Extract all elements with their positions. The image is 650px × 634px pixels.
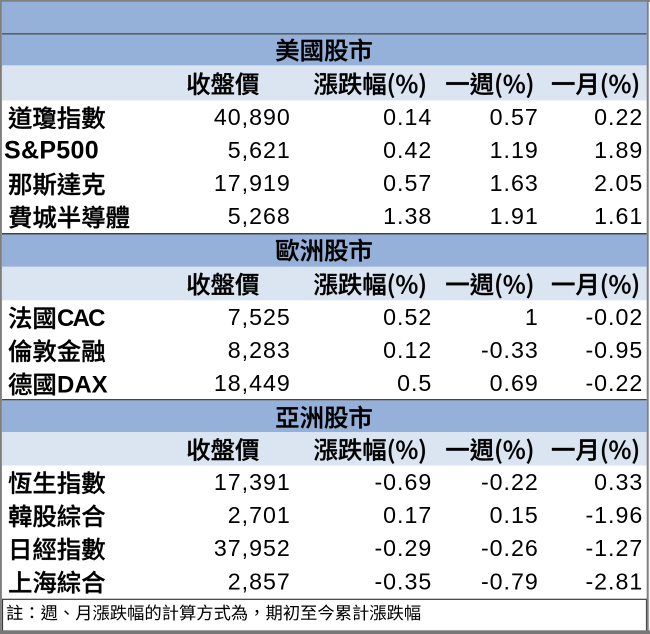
- svg-text:-1.96: -1.96: [585, 502, 643, 528]
- svg-text:5,268: 5,268: [228, 203, 291, 229]
- svg-text:-0.22: -0.22: [481, 469, 539, 495]
- svg-text:18,449: 18,449: [214, 370, 291, 396]
- svg-text:0.15: 0.15: [490, 502, 539, 528]
- svg-text:40,890: 40,890: [214, 104, 291, 130]
- svg-text:2.05: 2.05: [594, 170, 643, 196]
- svg-text:-0.29: -0.29: [374, 535, 432, 561]
- svg-text:-0.69: -0.69: [374, 469, 432, 495]
- svg-text:1.91: 1.91: [490, 203, 539, 229]
- svg-text:17,919: 17,919: [214, 170, 291, 196]
- svg-text:-0.79: -0.79: [481, 568, 539, 594]
- svg-text:17,391: 17,391: [214, 469, 291, 495]
- svg-text:0.17: 0.17: [383, 502, 432, 528]
- svg-text:-1.27: -1.27: [585, 535, 643, 561]
- svg-text:0.52: 0.52: [383, 304, 432, 330]
- svg-text:-0.33: -0.33: [481, 337, 539, 363]
- svg-text:2,701: 2,701: [228, 502, 291, 528]
- svg-text:S&P500: S&P500: [4, 137, 99, 165]
- svg-text:-0.35: -0.35: [374, 568, 432, 594]
- svg-text:0.57: 0.57: [383, 170, 432, 196]
- svg-text:1.89: 1.89: [594, 137, 643, 163]
- svg-text:5,621: 5,621: [228, 137, 291, 163]
- svg-text:1.61: 1.61: [594, 203, 643, 229]
- svg-text:-0.95: -0.95: [585, 337, 643, 363]
- svg-text:0.22: 0.22: [594, 104, 643, 130]
- svg-text:1.19: 1.19: [490, 137, 539, 163]
- svg-text:0.33: 0.33: [594, 469, 643, 495]
- svg-text:0.42: 0.42: [383, 137, 432, 163]
- svg-text:-0.22: -0.22: [585, 370, 643, 396]
- svg-text:0.69: 0.69: [490, 370, 539, 396]
- svg-text:0.14: 0.14: [383, 104, 432, 130]
- svg-text:1.63: 1.63: [490, 170, 539, 196]
- svg-text:CAC: CAC: [57, 305, 105, 332]
- svg-text:-2.81: -2.81: [585, 568, 643, 594]
- svg-text:2,857: 2,857: [228, 568, 291, 594]
- svg-text:0.12: 0.12: [383, 337, 432, 363]
- svg-text:7,525: 7,525: [228, 304, 291, 330]
- svg-text:-0.02: -0.02: [585, 304, 643, 330]
- svg-text:1: 1: [525, 304, 539, 330]
- svg-text:DAX: DAX: [57, 372, 108, 399]
- svg-text:0.5: 0.5: [397, 370, 432, 396]
- svg-text:-0.26: -0.26: [481, 535, 539, 561]
- svg-text:37,952: 37,952: [214, 535, 291, 561]
- svg-text:8,283: 8,283: [228, 337, 291, 363]
- svg-text:0.57: 0.57: [490, 104, 539, 130]
- svg-text:1.38: 1.38: [383, 203, 432, 229]
